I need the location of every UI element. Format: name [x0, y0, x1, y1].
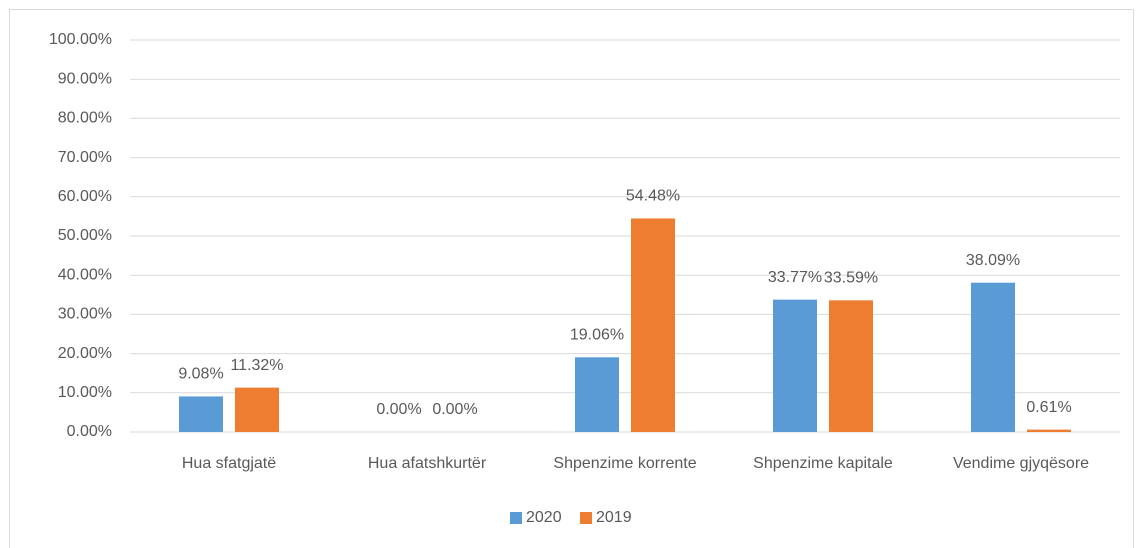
- x-tick-label: Vendime gjyqësore: [953, 455, 1089, 472]
- y-tick-label: 60.00%: [58, 188, 112, 205]
- y-tick-label: 0.00%: [67, 423, 112, 440]
- data-label: 38.09%: [966, 252, 1020, 269]
- data-label: 19.06%: [570, 327, 624, 344]
- data-label: 0.61%: [1026, 399, 1071, 416]
- y-tick-label: 10.00%: [58, 384, 112, 401]
- data-label: 0.00%: [376, 401, 421, 418]
- y-tick-label: 70.00%: [58, 149, 112, 166]
- y-tick-label: 80.00%: [58, 110, 112, 127]
- data-label: 54.48%: [626, 188, 680, 205]
- x-tick-label: Shpenzime korrente: [553, 455, 696, 472]
- legend-label: 2019: [596, 509, 632, 526]
- y-tick-label: 100.00%: [49, 31, 112, 48]
- bar: [235, 387, 279, 432]
- y-tick-label: 20.00%: [58, 345, 112, 362]
- bar: [773, 299, 817, 432]
- legend-swatch: [580, 512, 592, 524]
- bar: [829, 300, 873, 432]
- y-tick-label: 50.00%: [58, 227, 112, 244]
- data-label: 33.59%: [824, 270, 878, 287]
- y-tick-label: 30.00%: [58, 306, 112, 323]
- data-label: 11.32%: [230, 357, 283, 374]
- data-label: 9.08%: [178, 366, 223, 383]
- x-tick-label: Hua afatshkurtër: [368, 455, 487, 472]
- legend-swatch: [510, 512, 522, 524]
- legend-label: 2020: [526, 509, 562, 526]
- y-tick-label: 40.00%: [58, 266, 112, 283]
- bar: [971, 282, 1015, 432]
- x-tick-label: Hua sfatgjatë: [182, 455, 276, 472]
- bar: [575, 357, 619, 432]
- chart-border: [9, 9, 1134, 548]
- bar: [631, 218, 675, 432]
- data-label: 0.00%: [432, 401, 477, 418]
- x-tick-label: Shpenzime kapitale: [753, 455, 893, 472]
- y-tick-label: 90.00%: [58, 70, 112, 87]
- bar: [1027, 429, 1071, 432]
- bar: [179, 396, 223, 432]
- data-label: 33.77%: [768, 269, 822, 286]
